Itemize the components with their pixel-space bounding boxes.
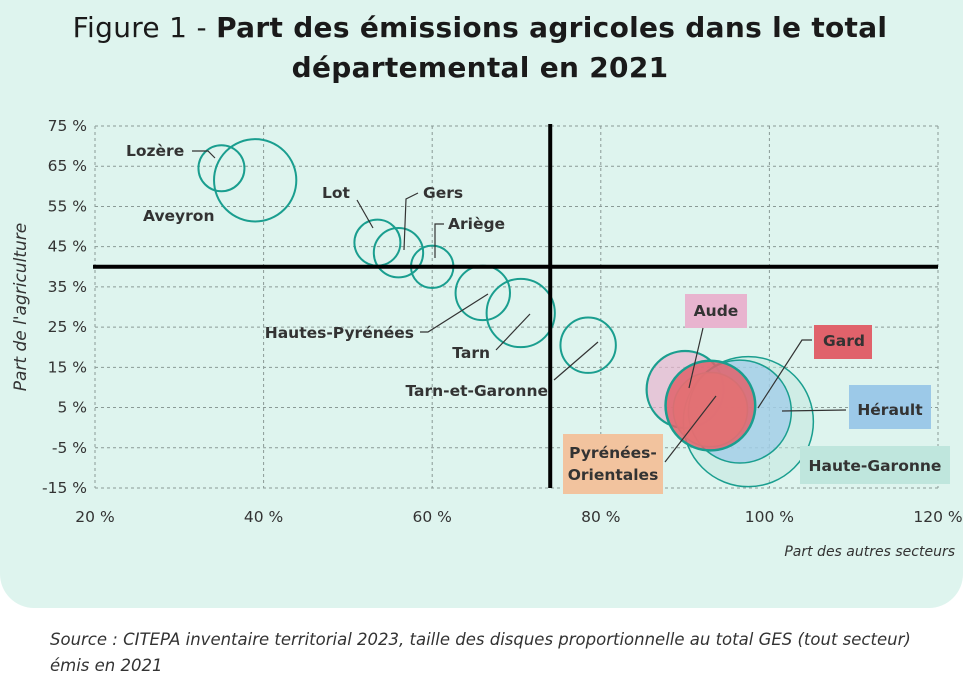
bubble-tarn — [485, 277, 556, 349]
leader-line-tarn-et-garonne — [553, 341, 599, 381]
bubble-lot — [353, 218, 402, 267]
bubble-hautes-pyrenees — [454, 264, 511, 322]
point-label-gers: Gers — [423, 184, 463, 202]
y-tick-label: 15 % — [48, 358, 87, 376]
point-label-line: Orientales — [568, 466, 659, 484]
bubble-tarn-et-garonne — [559, 316, 617, 374]
x-tick-label: 60 % — [413, 508, 452, 526]
bubble-aveyron — [213, 138, 298, 223]
label-box-aude — [685, 294, 747, 328]
bubble-gers — [372, 227, 425, 279]
bubble-lozere — [197, 144, 246, 193]
point-label-tarn: Tarn — [452, 344, 490, 362]
label-box-pyrenees-orientales — [563, 434, 663, 494]
leader-line-pyrenees-orientales — [664, 395, 717, 463]
label-box-haute-garonne — [800, 446, 950, 484]
x-axis-title: Part des autres secteurs — [784, 544, 955, 560]
point-label-herault: Hérault — [857, 401, 923, 419]
label-box-gard — [814, 325, 872, 359]
grid-lines — [94, 125, 939, 489]
x-axis-ticks: 20 % 40 % 60 % 80 % 100 % 120 % — [75, 508, 962, 526]
leader-line-tarn — [495, 313, 531, 351]
leader-line-herault — [781, 409, 847, 412]
title-main-line1: Part des émissions agricoles dans le tot… — [216, 11, 888, 44]
y-tick-label: -5 % — [52, 439, 87, 457]
y-axis-title: Part de l'agriculture — [11, 223, 31, 391]
y-axis-ticks: 75 % 65 % 55 % 45 % 35 % 25 % 15 % 5 % -5 % -15 % — [42, 117, 87, 497]
leader-line-lot — [356, 199, 374, 229]
title-prefix: Figure 1 - — [72, 11, 217, 44]
source-note: Source : CITEPA inventaire territorial 2… — [50, 630, 911, 675]
point-label-hautes-pyrenees: Hautes-Pyrénées — [265, 324, 414, 342]
point-label-aude: Aude — [694, 302, 739, 320]
point-label-gard: Gard — [823, 332, 865, 350]
x-tick-label: 100 % — [745, 508, 794, 526]
reference-lines — [93, 124, 938, 488]
leader-line-gers — [403, 192, 419, 251]
point-label-tarn-et-garonne: Tarn-et-Garonne — [405, 382, 548, 400]
y-tick-label: -15 % — [42, 479, 87, 497]
leader-line-hautes-pyrenees — [420, 293, 489, 333]
x-tick-label: 40 % — [244, 508, 283, 526]
point-label-line: Pyrénées- — [569, 444, 657, 462]
point-label-ariege: Ariège — [448, 215, 505, 233]
x-tick-label: 20 % — [75, 508, 114, 526]
point-label-pyrenees-orientales: Pyrénées- Orientales — [568, 444, 659, 484]
y-tick-label: 45 % — [48, 238, 87, 256]
point-label-aveyron: Aveyron — [143, 207, 215, 225]
bubble-gard — [664, 359, 757, 452]
y-tick-label: 5 % — [57, 399, 87, 417]
bubble-chart: 75 % 65 % 55 % 45 % 35 % 25 % 15 % 5 % -5 % -15 %… — [11, 117, 963, 560]
leader-line-aude — [688, 327, 704, 389]
y-tick-label: 35 % — [48, 278, 87, 296]
y-tick-label: 55 % — [48, 197, 87, 215]
y-tick-label: 75 % — [48, 117, 87, 135]
point-label-haute-garonne: Haute-Garonne — [809, 457, 942, 475]
leader-line-ariege — [434, 223, 444, 258]
x-tick-label: 120 % — [913, 508, 962, 526]
point-labels: Lozère Aveyron Lot Gers Ariège Hautes-Pyrénée… — [126, 142, 950, 494]
y-tick-label: 65 % — [48, 157, 87, 175]
title-main-line2: départemental en 2021 — [291, 51, 669, 84]
x-tick-label: 80 % — [581, 508, 620, 526]
label-box-herault — [849, 385, 931, 429]
bubbles — [197, 138, 815, 488]
leader-line-gard — [757, 339, 812, 409]
leader-line-lozere — [192, 150, 216, 159]
chart-card — [0, 0, 963, 608]
point-label-lozere: Lozère — [126, 142, 184, 160]
point-label-lot: Lot — [322, 184, 351, 202]
y-tick-label: 25 % — [48, 318, 87, 336]
figure-title: Figure 1 - Part des émissions agricoles … — [40, 8, 920, 88]
